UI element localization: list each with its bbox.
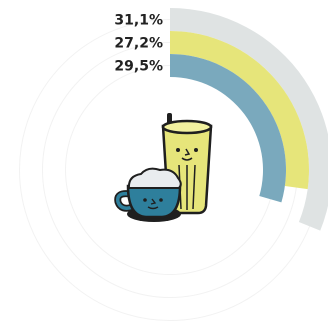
cup-mouth (147, 206, 159, 210)
ring-labels: 31,1% 27,2% 29,5% (114, 13, 163, 75)
ring-bar-2 (170, 31, 309, 190)
glass-nose (184, 148, 191, 156)
ring-label-3: 29,5% (114, 59, 163, 75)
cup-foam (127, 167, 182, 189)
glass-mouth (181, 157, 193, 161)
cup-eye-right (159, 198, 163, 202)
ring-label-2: 27,2% (114, 36, 163, 52)
glass-eye-left (176, 148, 180, 152)
cup-nose (150, 198, 157, 205)
ring-bars (170, 8, 328, 231)
ring-bar-3 (170, 54, 286, 203)
glass-eye-right (194, 148, 198, 152)
glass-rim (161, 119, 213, 135)
ring-label-1: 31,1% (114, 13, 163, 29)
ring-bar-1 (170, 8, 328, 231)
cup-eye-left (143, 198, 147, 202)
drink-illustration (114, 113, 213, 222)
